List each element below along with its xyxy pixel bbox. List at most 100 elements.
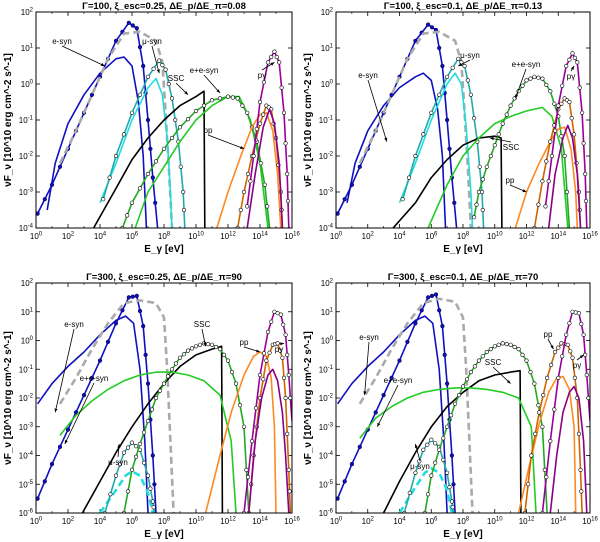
series-e-e-syn-markers--point [524, 358, 529, 363]
series-p-markers--point [564, 63, 569, 69]
chart-title: Γ=300, ξ_esc=0.1, ΔE_p/ΔE_π=70 [388, 272, 539, 283]
series-e-e-syn-markers--point [157, 388, 163, 393]
tick-exp: -1 [328, 365, 334, 371]
series-p-markers--point [249, 439, 255, 444]
tick-base: 10 [158, 232, 167, 241]
tick-exp: 1 [30, 307, 34, 313]
series-p-markers--point [552, 407, 557, 412]
series-pp-markers--point [552, 349, 558, 355]
series-e-syn-prim--point [148, 146, 153, 151]
series-p-markers--point [272, 49, 277, 54]
series-e-e-syn-markers--point [524, 78, 529, 83]
series-pp-markers--point [245, 171, 251, 177]
series-ssc-line [92, 90, 206, 228]
series-p-markers--point [579, 321, 584, 327]
tick-exp: 12 [528, 517, 535, 523]
tick-base: 10 [321, 8, 330, 17]
x-tick-label: 1016 [284, 232, 300, 242]
series--syn-markers--point [151, 66, 156, 71]
tick-base: 10 [393, 232, 402, 241]
series-e-e-syn-markers--point [484, 164, 489, 169]
series-group [36, 20, 291, 228]
series-e-syn-prim--point [134, 293, 139, 299]
tick-exp: 14 [559, 517, 566, 523]
series-e-syn-prim--point [143, 352, 148, 358]
annotation-label: SSC [485, 358, 502, 367]
series-e-e-syn-markers--point [177, 125, 183, 130]
series--syn-line [398, 72, 474, 228]
series--syn-markers--point [429, 110, 434, 115]
tick-exp: 10 [496, 517, 503, 523]
annotation-label: e+e-syn [190, 66, 219, 75]
annotation-arrowhead [270, 62, 275, 66]
series--syn-markers--point [413, 153, 418, 159]
annotation-arrow [515, 68, 527, 99]
tick-base: 10 [19, 188, 28, 197]
series--syn-markers--point [465, 78, 470, 83]
y-tick-label: 10-4 [319, 224, 334, 234]
series--syn-markers--point [400, 197, 405, 202]
tick-base: 10 [126, 232, 135, 241]
tick-base: 10 [21, 279, 30, 288]
series-ssc-line [382, 369, 522, 513]
series-e-syn-prim--point [442, 352, 447, 358]
series-pp-markers--point [570, 355, 575, 360]
tick-base: 10 [487, 232, 496, 241]
tick-base: 10 [319, 480, 328, 489]
series-e-e-syn-markers--point [193, 344, 199, 349]
series-e-e-syn-markers--point [449, 413, 454, 418]
series-pp-markers--point [536, 202, 541, 207]
tick-exp: -5 [328, 480, 334, 486]
series-e-e-syn-markers--point [177, 355, 183, 360]
series-p-markers--point [560, 83, 565, 88]
tick-base: 10 [321, 337, 330, 346]
y-tick-label: 10-3 [319, 422, 334, 432]
series-pp-markers--point [559, 101, 564, 106]
series-e-e-syn-markers--point [472, 215, 477, 220]
tick-base: 10 [393, 517, 402, 526]
series-e-e-syn-markers--point [185, 116, 191, 122]
x-tick-label: 1010 [188, 517, 204, 527]
series-e-e-syn-markers--point [492, 143, 497, 148]
series-pp-markers--point [565, 342, 570, 347]
tick-base: 10 [457, 232, 466, 241]
series--syn-markers--point [121, 450, 127, 455]
tick-exp: 0 [39, 232, 43, 238]
series-e-syn-prim--point [405, 339, 410, 345]
series-group [336, 292, 590, 513]
annotation-arrowhead [550, 345, 554, 350]
annotation-label: μ-syn [460, 51, 480, 60]
series-e-e-syn-markers--point [456, 393, 462, 398]
series-e-syn-line [336, 315, 448, 513]
series--syn-markers--point [406, 175, 412, 180]
series--syn-markers--point [166, 81, 171, 87]
series-p-markers--point [254, 126, 259, 132]
series-p-markers--point [572, 55, 578, 61]
series-pp-markers--point [280, 355, 285, 360]
series-pp-markers--point [257, 121, 263, 126]
series-e-e-syn-markers--point [185, 348, 191, 353]
series-p-markers--point [581, 141, 586, 146]
series-pp-markers--point [568, 349, 573, 354]
tick-base: 10 [19, 394, 28, 403]
series-e-syn-prim--point [336, 496, 340, 501]
series--syn-markers--point [113, 473, 119, 478]
series-pp-markers--point [544, 375, 550, 381]
annotation-arrow [492, 366, 511, 384]
annotation-arrowhead [100, 63, 105, 66]
series-pp-line [204, 351, 277, 513]
tick-base: 10 [284, 517, 293, 526]
series-e-e-syn-markers--point [244, 467, 249, 473]
series-e-syn-prim--point [81, 393, 87, 398]
series-p-markers--point [583, 171, 588, 177]
series--syn-markers--point [447, 485, 452, 490]
tick-base: 10 [188, 517, 197, 526]
y-tick-label: 102 [321, 8, 334, 18]
series-p-markers--point [575, 60, 580, 65]
tick-base: 10 [319, 224, 328, 233]
y-tick-label: 100 [21, 336, 34, 346]
series-p-markers--point [549, 153, 555, 159]
series-e-e-syn-markers--point [504, 342, 509, 347]
tick-exp: 0 [39, 517, 43, 523]
series--syn-markers--point [480, 207, 485, 213]
